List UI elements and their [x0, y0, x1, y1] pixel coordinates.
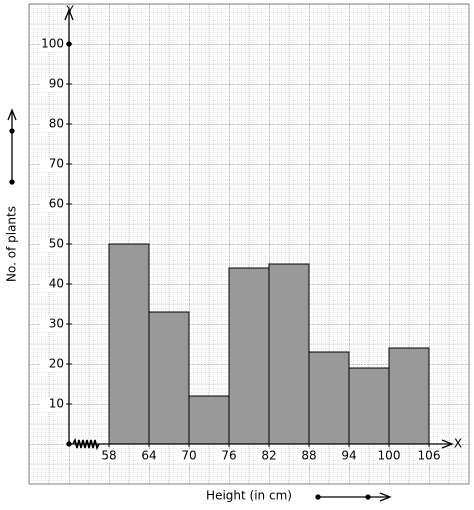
tick-label-bg	[298, 449, 320, 463]
y-axis-letter: Y	[65, 4, 74, 18]
y-tick-label: 10	[49, 397, 64, 411]
y-tick-label: 70	[49, 157, 64, 171]
tick-label-bg	[40, 197, 66, 211]
x-tick-label: 94	[341, 449, 356, 463]
y-tick-label: 20	[49, 357, 64, 371]
y-tick-label: 80	[49, 117, 64, 131]
tick-label-bg	[378, 449, 400, 463]
bar	[188, 395, 230, 445]
tick-label-bg	[40, 37, 66, 51]
tick-label-bg	[258, 449, 280, 463]
x-axis-label: Height (in cm)	[206, 489, 292, 503]
axes	[7, 8, 454, 502]
tick-label-bg	[418, 449, 440, 463]
y-tick-label: 40	[49, 277, 64, 291]
tick-label-bg	[40, 77, 66, 91]
tick-label-bg	[178, 449, 200, 463]
bar	[108, 243, 150, 445]
tick-label-bg	[40, 157, 66, 171]
bar	[308, 351, 350, 445]
tick-label-bg	[40, 237, 66, 251]
bar	[148, 311, 190, 445]
tick-label-bg	[338, 449, 360, 463]
y-tick-label: 60	[49, 197, 64, 211]
tick-label-bg	[40, 277, 66, 291]
y-tick-label: 100	[41, 37, 64, 51]
x-tick-label: 58	[101, 449, 116, 463]
tick-label-bg	[218, 449, 240, 463]
tick-label-bg	[40, 317, 66, 331]
tick-label-bg	[40, 117, 66, 131]
y-tick-label: 90	[49, 77, 64, 91]
x-tick-label: 88	[301, 449, 316, 463]
bar	[388, 347, 430, 445]
x-tick-label: 106	[418, 449, 441, 463]
tick-label-bg	[138, 449, 160, 463]
graph-paper	[28, 3, 470, 485]
y-tick-label: 50	[49, 237, 64, 251]
y-tick-label: 30	[49, 317, 64, 331]
x-tick-label: 100	[378, 449, 401, 463]
y-axis-label: No. of plants	[5, 206, 19, 282]
bar	[228, 267, 270, 445]
x-axis-letter: X	[454, 437, 462, 451]
x-tick-label: 70	[181, 449, 196, 463]
tick-label-bg	[40, 397, 66, 411]
x-tick-label: 82	[261, 449, 276, 463]
bar	[268, 263, 310, 445]
tick-label-bg	[40, 357, 66, 371]
bar	[348, 367, 390, 445]
x-tick-label: 64	[141, 449, 156, 463]
x-tick-label: 76	[221, 449, 236, 463]
tick-label-bg	[98, 449, 120, 463]
